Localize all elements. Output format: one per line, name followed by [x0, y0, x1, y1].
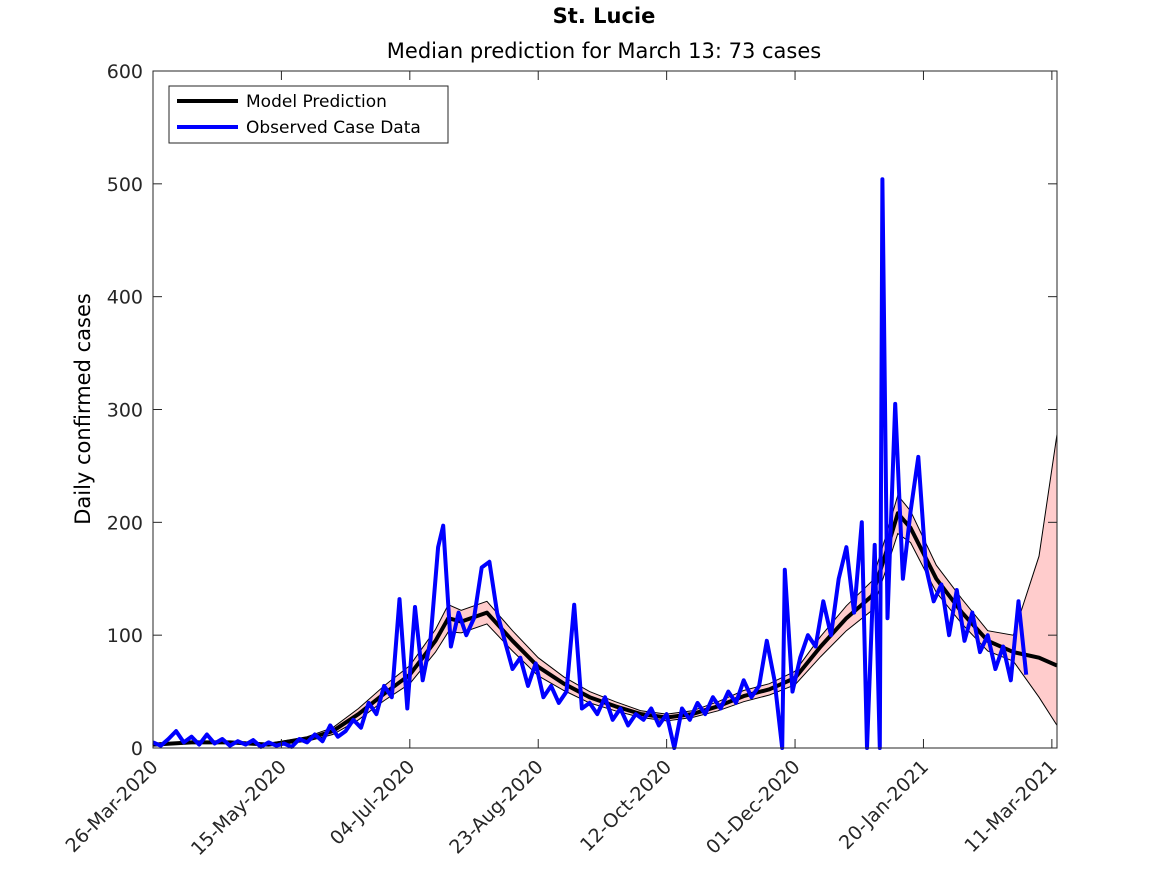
legend-label-observed: Observed Case Data	[246, 118, 421, 138]
y-tick-label: 500	[107, 174, 143, 196]
y-tick-label: 300	[107, 400, 143, 422]
series-line-layer	[152, 177, 1058, 750]
y-tick-label: 200	[107, 512, 143, 534]
y-axis-label: Daily confirmed cases	[71, 293, 95, 525]
legend: Model Prediction Observed Case Data	[168, 85, 449, 144]
series-line-observed-case-data	[152, 177, 1029, 750]
y-tick-label: 100	[107, 625, 143, 647]
chart-subtitle: Median prediction for March 13: 73 cases	[387, 39, 821, 63]
y-tick-label: 0	[131, 738, 143, 760]
chart-title: St. Lucie	[553, 4, 656, 28]
legend-label-model: Model Prediction	[246, 92, 387, 112]
plot-area	[153, 71, 1057, 748]
y-tick-label: 600	[107, 61, 143, 83]
legend-box	[168, 85, 449, 144]
y-tick-label: 400	[107, 287, 143, 309]
